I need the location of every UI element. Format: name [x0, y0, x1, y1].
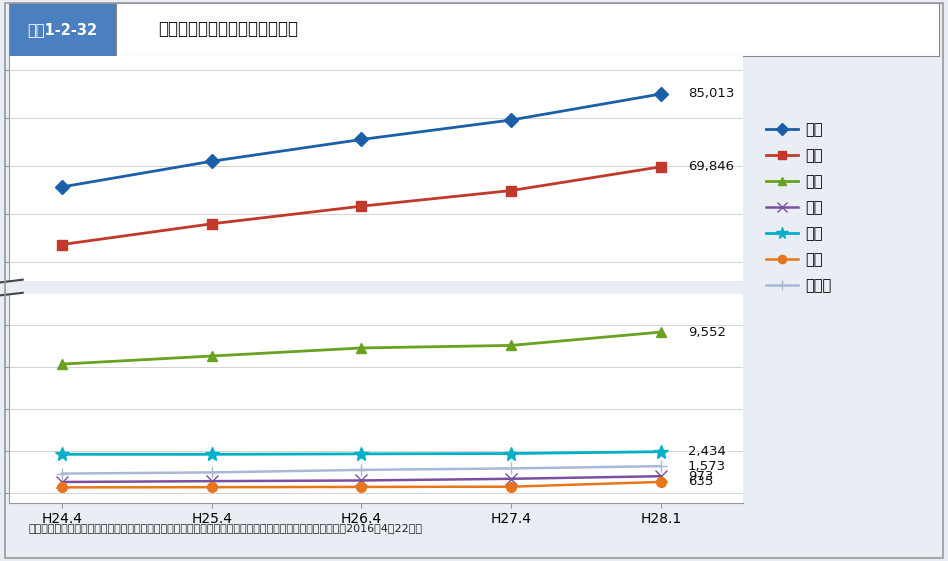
Text: 973: 973	[688, 470, 714, 482]
福祉	[206, 478, 217, 485]
Line: 福祉: 福祉	[56, 471, 666, 488]
福祉	[56, 496, 67, 503]
Line: 医療: 医療	[57, 162, 665, 250]
その他	[655, 463, 666, 470]
介護	[56, 361, 67, 367]
医療	[655, 163, 666, 170]
介護	[655, 329, 666, 335]
Line: 福祉: 福祉	[56, 492, 666, 505]
福祉	[56, 479, 67, 485]
行政	[655, 496, 666, 503]
その他	[505, 492, 517, 499]
Text: 85,013: 85,013	[688, 88, 735, 100]
介護	[505, 342, 517, 349]
Bar	[117, 3, 939, 56]
その他	[356, 493, 367, 499]
教育	[505, 488, 517, 494]
行政	[206, 484, 217, 490]
医療	[356, 203, 367, 210]
行政	[505, 497, 517, 504]
行政	[56, 484, 67, 491]
その他	[56, 494, 67, 500]
その他	[655, 491, 666, 498]
教育	[206, 488, 217, 495]
医療	[206, 220, 217, 227]
福祉	[655, 473, 666, 480]
Line: その他: その他	[56, 460, 667, 480]
Line: 教育: 教育	[55, 445, 668, 461]
介護	[655, 453, 666, 459]
医療	[56, 241, 67, 248]
行政	[505, 484, 517, 490]
Text: 1,573: 1,573	[688, 459, 726, 473]
全体	[206, 158, 217, 164]
その他	[356, 467, 367, 473]
介護	[356, 457, 367, 464]
福祉	[356, 477, 367, 484]
教育	[56, 451, 67, 458]
行政	[56, 498, 67, 504]
福祉	[505, 495, 517, 502]
教育	[655, 448, 666, 455]
Line: 介護: 介護	[57, 327, 665, 369]
Text: 2,434: 2,434	[688, 445, 726, 458]
教育	[356, 488, 367, 494]
医療	[505, 187, 517, 194]
Line: 教育: 教育	[55, 484, 668, 498]
Legend: 全体, 医療, 介護, 福祉, 教育, 行政, その他: 全体, 医療, 介護, 福祉, 教育, 行政, その他	[760, 117, 838, 299]
教育	[356, 450, 367, 457]
その他	[206, 493, 217, 500]
全体	[505, 117, 517, 123]
福祉	[655, 494, 666, 501]
教育	[206, 451, 217, 458]
Bar	[9, 3, 117, 56]
介護	[356, 344, 367, 351]
行政	[206, 497, 217, 504]
Text: 資料：厚生労働省医政局　第１回医療従事者の需給に関する検討会　理学療法士・作業療法士需給分科会（2016年4月22日）: 資料：厚生労働省医政局 第１回医療従事者の需給に関する検討会 理学療法士・作業療…	[28, 523, 422, 532]
全体	[56, 183, 67, 190]
介護	[206, 353, 217, 360]
福祉	[206, 495, 217, 502]
行政	[356, 484, 367, 490]
Line: 介護: 介護	[57, 452, 665, 470]
教育	[56, 488, 67, 495]
介護	[505, 457, 517, 463]
Text: 就業先別の理学療法士数の推移: 就業先別の理学療法士数の推移	[158, 20, 298, 38]
その他	[206, 469, 217, 476]
Line: 行政: 行政	[57, 477, 665, 492]
行政	[356, 497, 367, 504]
その他	[505, 465, 517, 472]
Text: 9,552: 9,552	[688, 325, 726, 339]
行政	[655, 479, 666, 485]
教育	[655, 487, 666, 494]
Line: その他: その他	[56, 489, 667, 503]
その他	[56, 470, 67, 477]
介護	[56, 462, 67, 469]
全体	[655, 90, 666, 97]
全体	[356, 136, 367, 143]
Line: 行政: 行政	[57, 494, 665, 505]
福祉	[356, 495, 367, 502]
教育	[505, 450, 517, 457]
Text: 69,846: 69,846	[688, 160, 734, 173]
Text: 635: 635	[688, 475, 714, 489]
Line: 全体: 全体	[57, 89, 665, 192]
Text: 図表1-2-32: 図表1-2-32	[27, 22, 98, 36]
介護	[206, 460, 217, 467]
福祉	[505, 475, 517, 482]
